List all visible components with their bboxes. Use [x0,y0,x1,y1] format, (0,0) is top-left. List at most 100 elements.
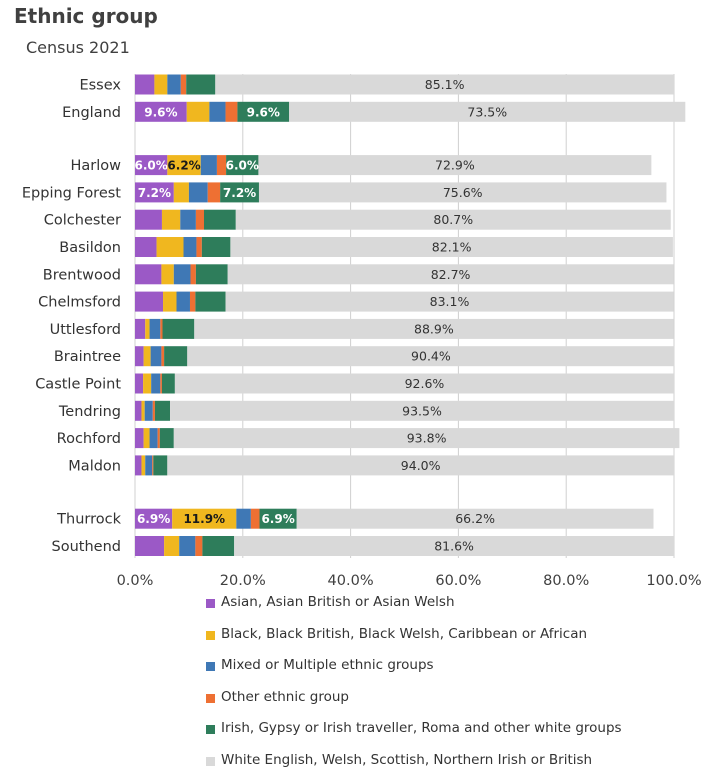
bar-segment [234,536,674,556]
bar-segment [150,346,162,367]
data-label: 6.2% [167,159,200,173]
category-label: Braintree [54,349,121,365]
legend-label: Irish, Gypsy or Irish traveller, Roma an… [221,720,622,736]
bar-segment [226,155,259,176]
legend-label: White English, Welsh, Scottish, Northern… [221,751,593,768]
data-label: 83.1% [430,294,470,309]
bar-segment [167,455,674,476]
bar-segment [152,455,154,476]
bar-segment [161,264,174,285]
bar-segment [154,74,168,95]
bar-segment [201,237,231,257]
bars: 85.1%9.6% 9.6% 73.5%6.0% 6.2% 6.0% 72.9%7.2% 7… [135,74,686,556]
chart-subtitle: Census 2021 [26,38,130,57]
bar-segment [179,536,196,556]
bar-row: 9.6% 9.6% 73.5% [135,101,686,122]
bar-segment [154,400,171,421]
bar-segment [145,455,153,476]
bar-segment [135,346,144,367]
category-label: Chelmsford [38,295,121,311]
x-tick-label: 20.0% [220,573,266,589]
bar-segment [250,508,260,529]
bar-row: 83.1% [135,291,674,312]
bar-segment [135,101,187,122]
bar-segment [190,264,196,285]
bar-segment [216,155,227,176]
data-label: 9.6% [247,105,280,119]
bar-segment [186,101,210,122]
bar-segment [135,400,142,421]
bar-segment [135,508,173,529]
legend-label: Other ethnic group [221,688,350,705]
data-label: 85.1% [425,77,465,92]
bar-row: 82.1% [135,237,673,257]
bar-row: 92.6% [135,373,675,394]
bar-segment [135,237,157,257]
data-label: 6.9% [137,512,170,526]
bar-row: 93.5% [135,400,674,421]
bar-segment [194,318,674,339]
bar-segment [174,373,675,394]
bar-segment [135,291,164,312]
category-label: Thurrock [56,512,121,528]
bar-row: 6.0% 6.2% 6.0% 72.9% [135,155,652,176]
bar-segment [202,536,235,556]
x-tick-label: 100.0% [646,573,701,589]
bar-segment [173,428,680,449]
bar-segment [180,209,196,230]
data-label: 92.6% [405,376,445,391]
x-tick-label: 80.0% [543,573,589,589]
bar-segment [149,318,161,339]
data-label: 88.9% [414,321,454,336]
stacked-bar-chart: 85.1%9.6% 9.6% 73.5%6.0% 6.2% 6.0% 72.9%7.2% 7… [22,74,702,589]
data-label: 6.9% [261,512,294,526]
bar-segment [161,346,165,367]
bar-segment [195,536,203,556]
bar-segment [258,155,652,176]
bar-segment [135,455,142,476]
bar-segment [230,237,673,257]
data-label: 90.4% [411,349,451,364]
bar-segment [159,428,174,449]
bar-segment [289,101,686,122]
bar-segment [163,291,177,312]
bar-segment [135,182,174,203]
bar-segment [145,318,150,339]
bar-segment [173,264,191,285]
bar-segment [258,182,667,203]
bar-segment [157,428,160,449]
category-label: Castle Point [35,377,121,393]
legend-swatch [206,662,215,671]
bar-row: 82.7% [135,264,674,285]
bar-segment [164,536,180,556]
bar-segment [160,318,163,339]
category-label: Rochford [57,431,121,447]
bar-segment [220,182,259,203]
bar-segment [180,74,187,95]
data-label: 82.7% [431,267,471,282]
bar-segment [141,455,146,476]
bar-segment [259,508,297,529]
bar-segment [237,101,290,122]
bar-segment [156,237,184,257]
bar-segment [149,428,158,449]
data-label: 72.9% [435,158,475,173]
bar-row: 88.9% [135,318,674,339]
data-label: 80.7% [433,212,473,227]
data-label: 6.0% [135,159,168,173]
category-label: Essex [79,78,121,94]
bar-segment [170,400,674,421]
bar-segment [161,209,181,230]
bar-segment [135,264,162,285]
bar-segment [225,101,238,122]
data-label: 94.0% [401,458,441,473]
bar-segment [227,264,674,285]
category-label: England [62,105,121,121]
bar-segment [160,373,162,394]
data-label: 7.2% [223,186,256,200]
bar-segment [162,318,195,339]
legend-label: Black, Black British, Black Welsh, Carib… [221,625,588,642]
data-label: 75.6% [443,185,483,200]
category-label: Harlow [70,158,121,174]
bar-segment [173,182,189,203]
